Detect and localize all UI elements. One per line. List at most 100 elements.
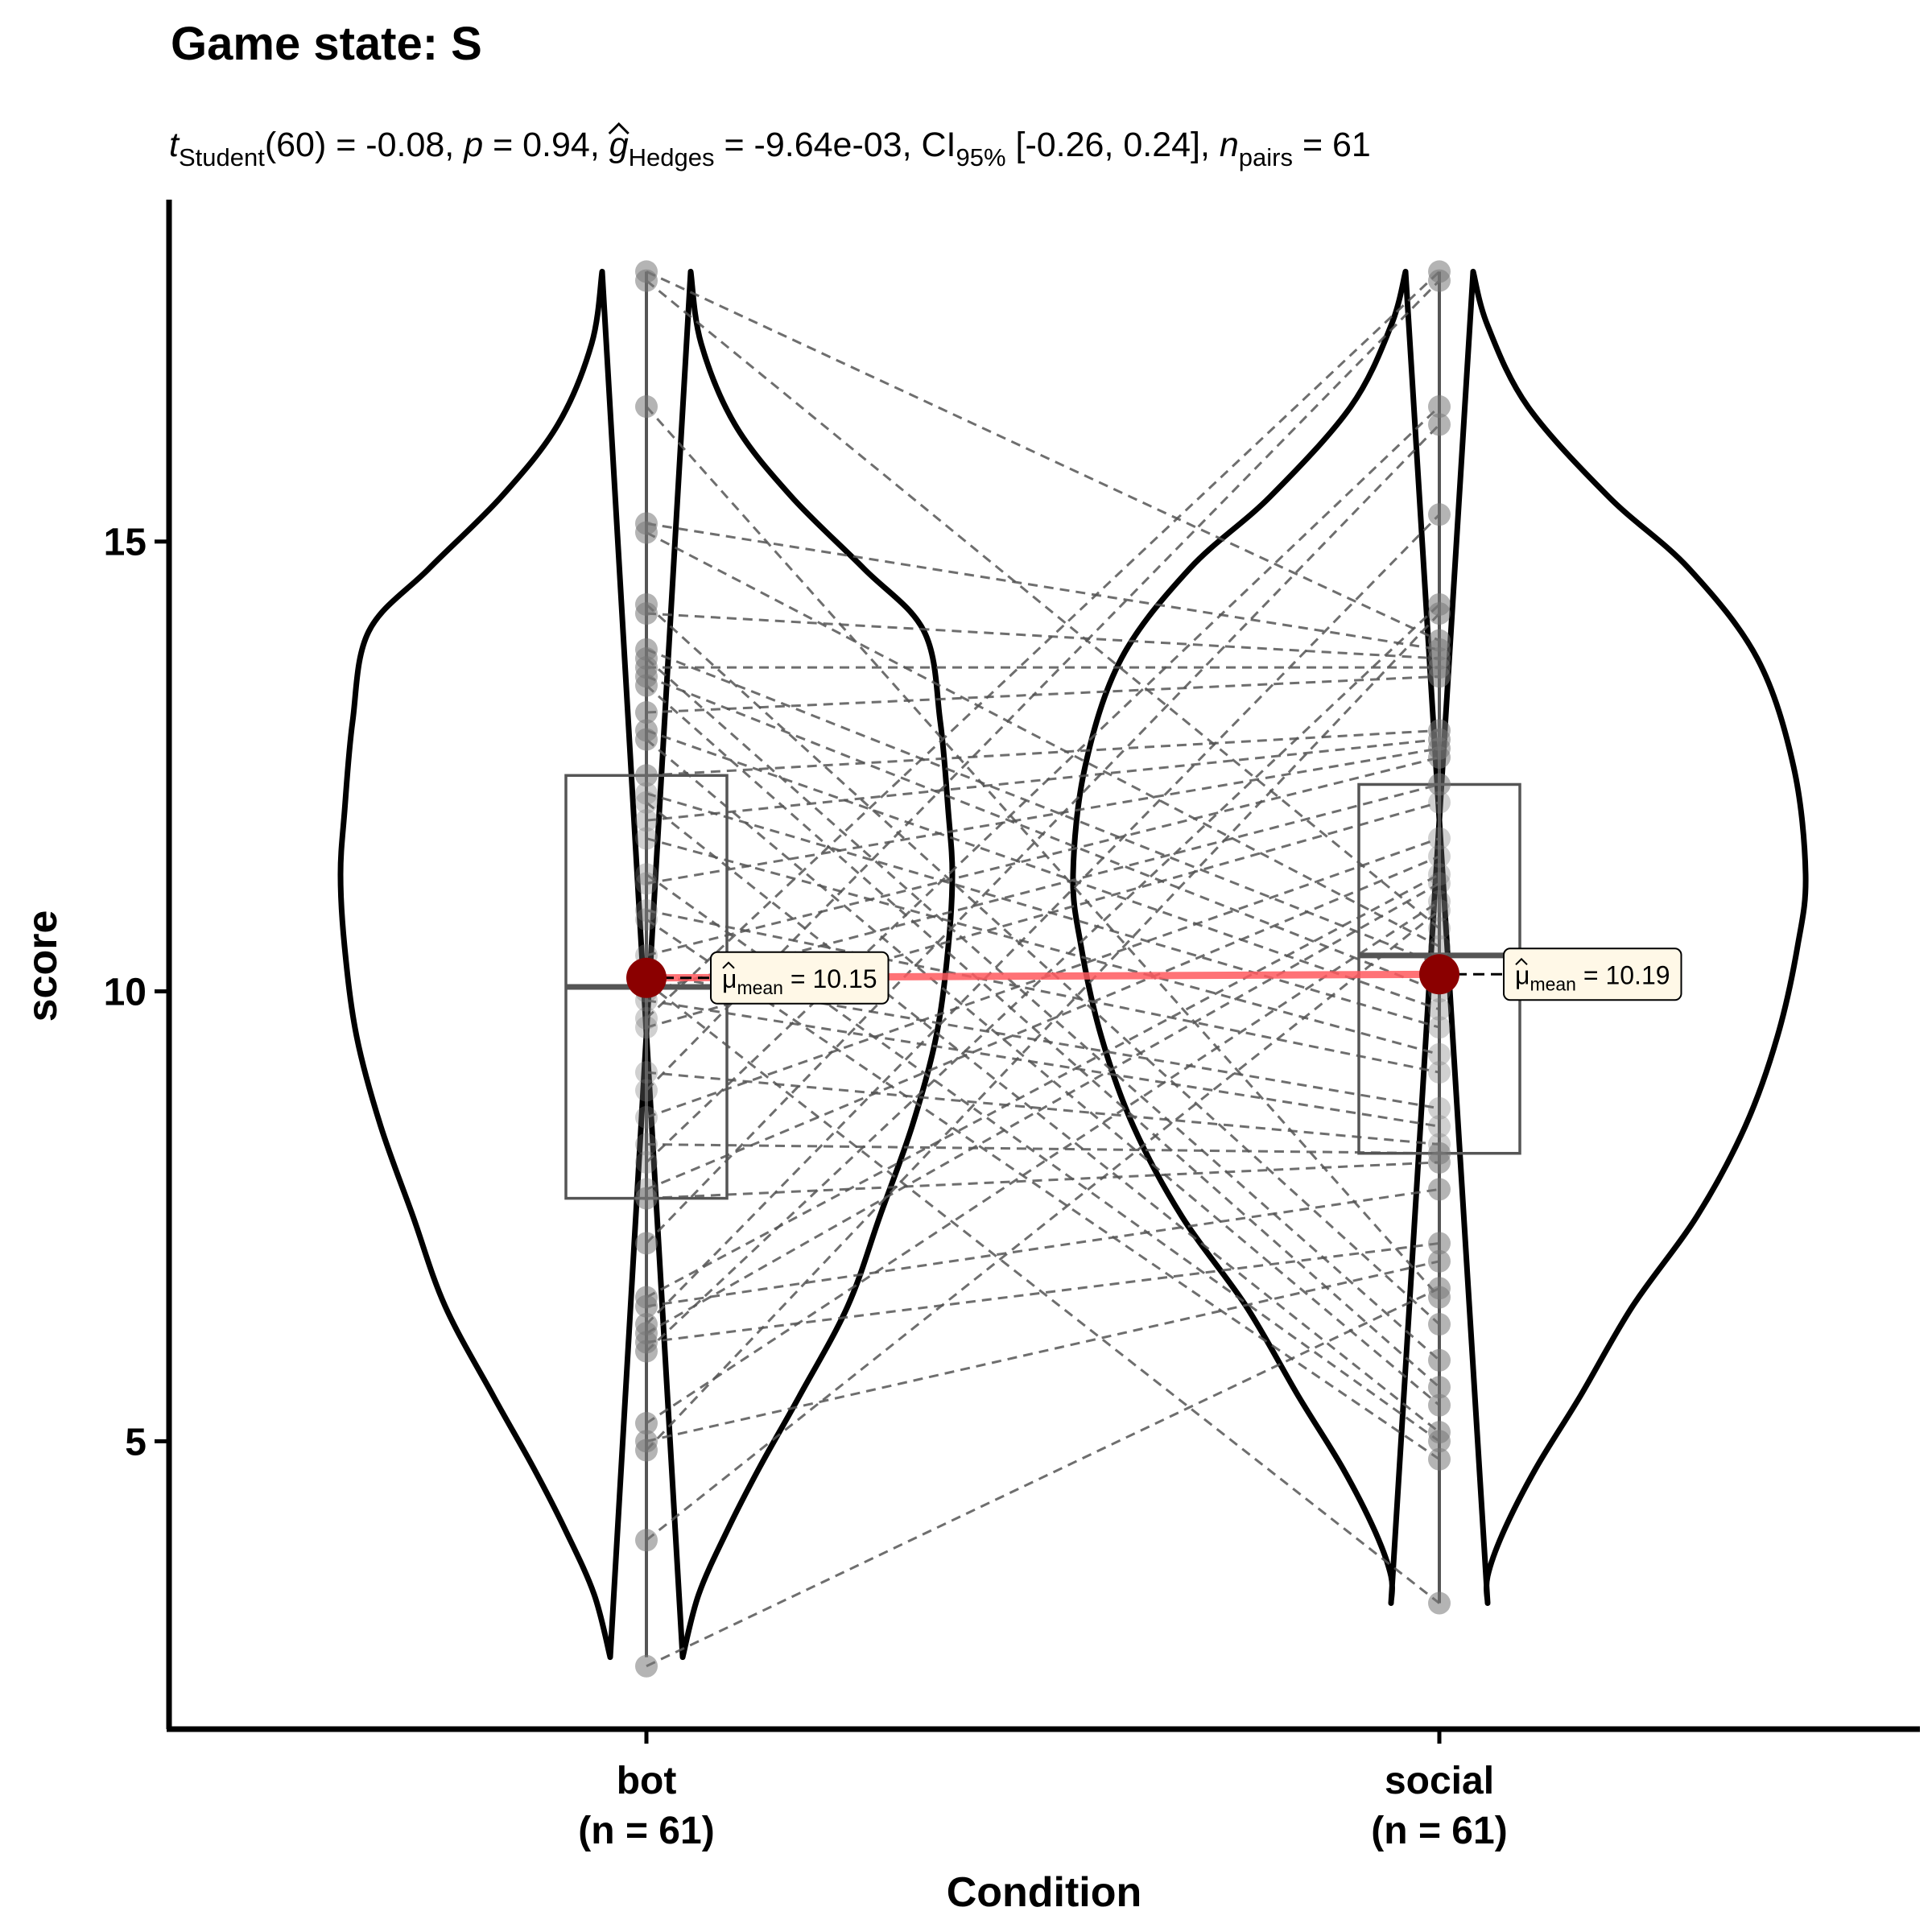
data-point-social — [1428, 503, 1451, 526]
data-point-bot — [635, 1007, 658, 1030]
mean-label-social: μmean = 10.19 — [1503, 947, 1682, 1001]
data-point-social — [1428, 602, 1451, 625]
pair-line — [646, 684, 1440, 1389]
data-point-social — [1428, 1150, 1451, 1174]
pair-line — [646, 792, 1440, 1029]
violin-social — [1070, 268, 1809, 1606]
x-tick-n-label-bot: (n = 61) — [578, 1810, 714, 1852]
pair-line — [646, 909, 1440, 1542]
data-point-bot — [635, 1150, 658, 1174]
data-point-bot — [635, 898, 658, 922]
data-point-bot — [635, 1016, 658, 1039]
pair-line — [645, 613, 1441, 1451]
pair-line — [646, 1071, 1440, 1146]
data-point-bot — [635, 791, 658, 814]
pair-line — [646, 657, 1440, 1361]
mean-point-bot — [626, 957, 667, 998]
data-point-bot — [635, 1654, 658, 1678]
data-point-bot — [635, 1106, 658, 1129]
pair-line — [646, 747, 1440, 885]
pair-line — [646, 531, 1440, 947]
pair-line — [645, 270, 1441, 1020]
pair-line — [646, 729, 1440, 1011]
data-point-social — [1428, 863, 1451, 886]
x-axis-title: Condition — [947, 1869, 1142, 1916]
data-point-bot — [635, 782, 658, 805]
x-tick-label-social: social — [1385, 1760, 1494, 1802]
data-point-bot — [635, 872, 658, 895]
pair-line — [645, 406, 1441, 1298]
pair-line — [646, 900, 1440, 1425]
data-point-bot — [635, 395, 658, 419]
pair-line — [646, 1143, 1440, 1155]
data-point-social — [1428, 1115, 1451, 1138]
data-point-social — [1428, 791, 1451, 814]
data-point-social — [1428, 898, 1451, 922]
subtitle-t-rest: (60) = -0.08, — [265, 126, 464, 164]
data-point-social — [1428, 1232, 1451, 1255]
data-point-social — [1428, 1430, 1451, 1453]
data-point-social — [1428, 890, 1451, 913]
subtitle-n-symbol: n — [1220, 126, 1239, 164]
pair-line — [646, 801, 1440, 1434]
subtitle-g-sub: Hedges — [629, 143, 715, 171]
data-point-bot — [635, 1340, 658, 1363]
pair-line — [646, 738, 1440, 822]
data-point-social — [1428, 395, 1451, 419]
plot-area: 5 10 15 μmean = 10.15 μmean = 10.19 bot (n = 6… — [104, 200, 1920, 1852]
data-point-social — [1428, 745, 1451, 769]
mean-label-box — [710, 951, 890, 1005]
data-point-bot — [635, 269, 658, 292]
pair-line — [646, 729, 1440, 777]
mean-hat-icon — [1515, 957, 1528, 965]
pair-line — [645, 405, 1441, 1163]
data-point-social — [1428, 917, 1451, 940]
data-point-bot — [635, 1133, 658, 1156]
pair-line — [645, 603, 1441, 1326]
data-point-social — [1428, 413, 1451, 436]
pair-line — [646, 837, 1440, 1056]
pair-line — [646, 522, 1440, 651]
pair-line — [645, 603, 1441, 1352]
pair-line — [646, 1187, 1440, 1308]
pair-line — [646, 1286, 1440, 1668]
data-point-bot — [635, 701, 658, 724]
data-point-bot — [635, 1079, 658, 1102]
data-point-bot — [635, 728, 658, 751]
subtitle-p-symbol: p — [462, 126, 483, 164]
data-point-social — [1428, 935, 1451, 958]
data-point-social — [1428, 1313, 1451, 1336]
subtitle-n-sub: pairs — [1239, 143, 1293, 171]
data-point-social — [1428, 872, 1451, 895]
subtitle-n-rest: = 61 — [1293, 126, 1371, 164]
pair-line — [646, 1260, 1440, 1443]
data-point-social — [1428, 1591, 1451, 1615]
data-point-social — [1428, 1249, 1451, 1273]
pair-line — [646, 999, 1440, 1128]
x-tick-label-bot: bot — [617, 1760, 677, 1802]
pair-line — [646, 648, 1440, 966]
data-point-bot — [635, 1294, 658, 1318]
pair-line — [646, 675, 1440, 714]
data-point-social — [1428, 1393, 1451, 1417]
data-point-bot — [635, 908, 658, 931]
mean-point-social — [1419, 954, 1459, 995]
y-axis-title: score — [19, 910, 66, 1022]
data-point-social — [1428, 1096, 1451, 1120]
subtitle-t-symbol: t — [169, 126, 180, 164]
data-point-bot — [635, 863, 658, 886]
data-point-social — [1428, 1348, 1451, 1372]
data-point-bot — [635, 1187, 658, 1210]
data-point-social — [1428, 665, 1451, 688]
pair-line — [646, 270, 1440, 642]
y-tick-label: 15 — [104, 522, 147, 564]
data-point-bot — [635, 1412, 658, 1435]
mean-label-bot: μmean = 10.15 — [710, 951, 890, 1005]
data-point-social — [1428, 1016, 1451, 1039]
subtitle-p-rest: = 0.94, — [483, 126, 609, 164]
data-point-bot — [635, 602, 658, 625]
data-point-bot — [635, 674, 658, 697]
data-point-bot — [635, 1061, 658, 1084]
pair-line — [646, 1161, 1440, 1200]
